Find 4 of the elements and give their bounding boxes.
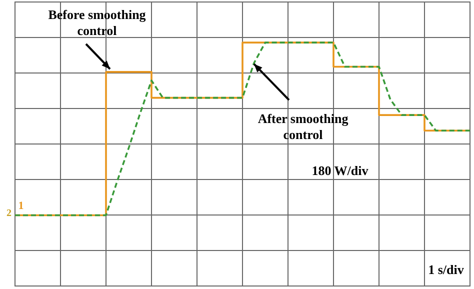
text: 1 s/div — [428, 262, 464, 277]
annotation: 1 — [18, 200, 24, 212]
annotation: 180 W/div — [312, 163, 369, 178]
text: 2 — [6, 208, 12, 219]
